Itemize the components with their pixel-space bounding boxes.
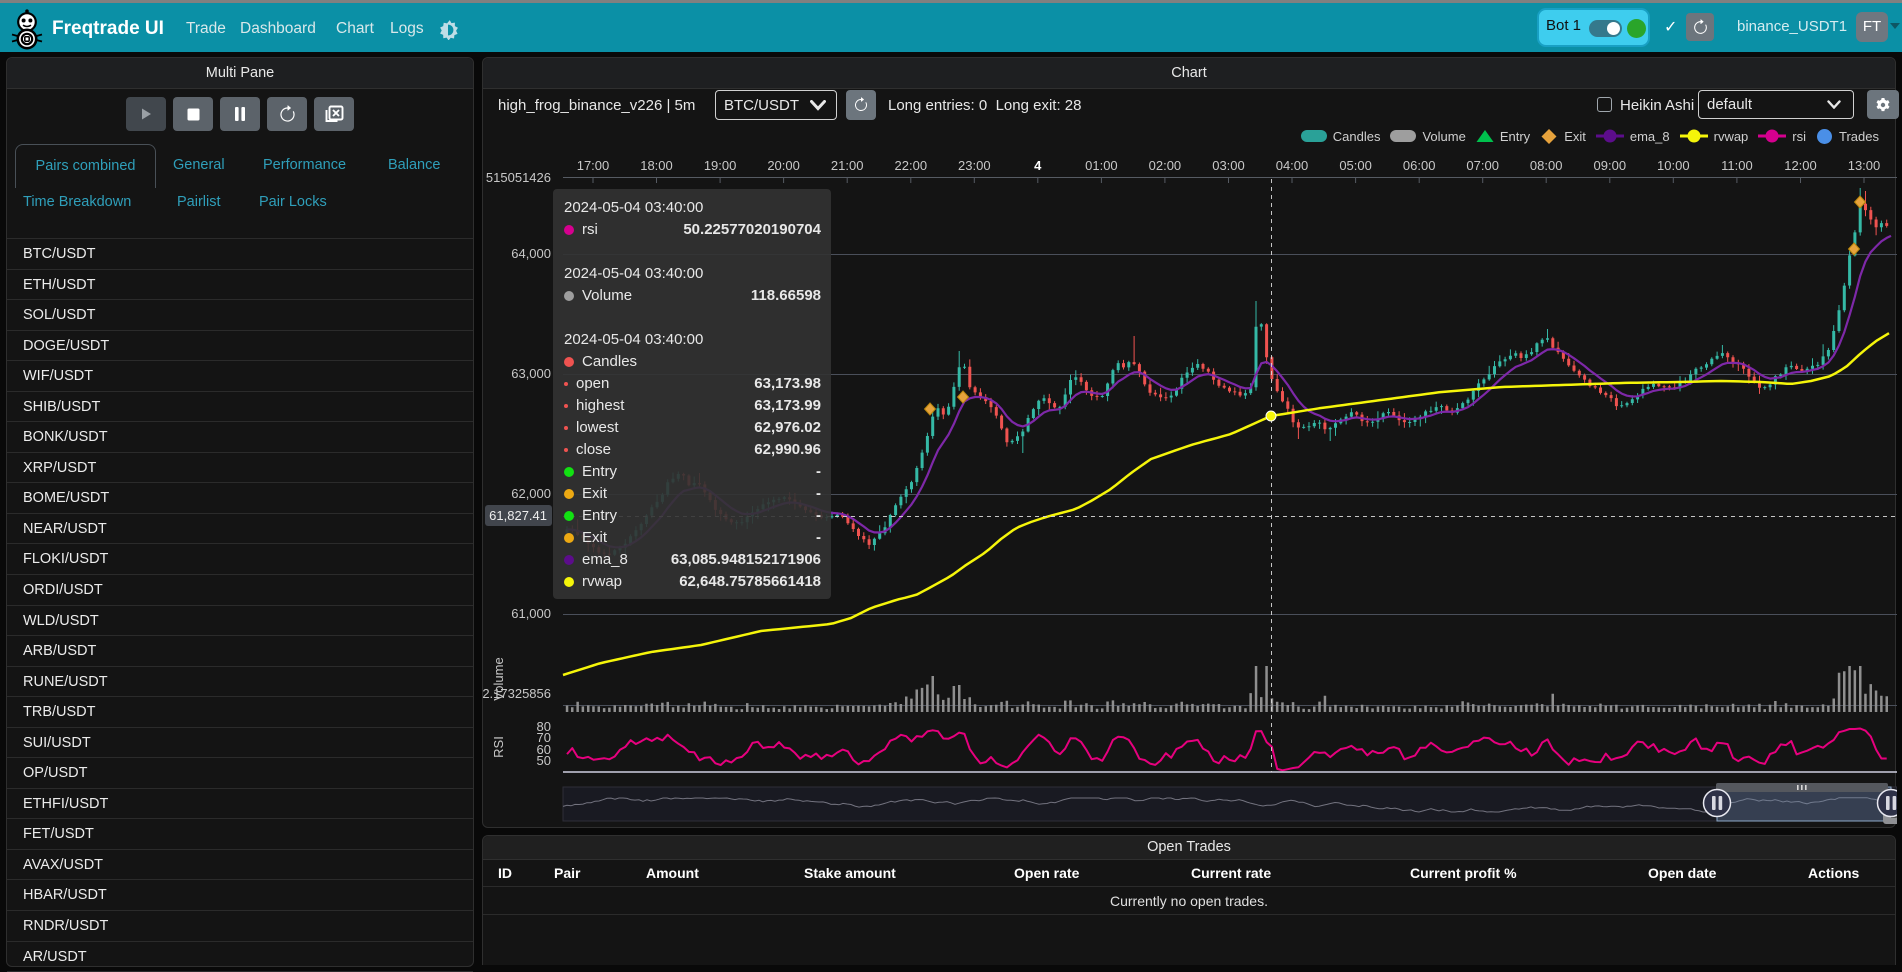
svg-text:2.17325856: 2.17325856 — [483, 686, 551, 701]
svg-text:05:00: 05:00 — [1339, 158, 1372, 173]
svg-text:06:00: 06:00 — [1403, 158, 1436, 173]
svg-text:RSI: RSI — [491, 736, 506, 758]
svg-text:21:00: 21:00 — [831, 158, 864, 173]
svg-text:11:00: 11:00 — [1721, 158, 1753, 173]
svg-text:63,000: 63,000 — [511, 366, 551, 381]
svg-text:20:00: 20:00 — [767, 158, 800, 173]
svg-text:01:00: 01:00 — [1085, 158, 1118, 173]
svg-text:62,000: 62,000 — [511, 486, 551, 501]
svg-text:70: 70 — [537, 730, 551, 745]
svg-text:4: 4 — [1034, 158, 1042, 173]
svg-text:61,827.41: 61,827.41 — [489, 508, 547, 523]
svg-text:02:00: 02:00 — [1149, 158, 1182, 173]
svg-text:08:00: 08:00 — [1530, 158, 1563, 173]
svg-text:Volume: Volume — [491, 657, 506, 700]
svg-text:61,000: 61,000 — [511, 606, 551, 621]
svg-text:50: 50 — [537, 753, 551, 768]
svg-text:23:00: 23:00 — [958, 158, 991, 173]
svg-text:04:00: 04:00 — [1276, 158, 1309, 173]
svg-text:10:00: 10:00 — [1657, 158, 1690, 173]
svg-text:80: 80 — [537, 719, 551, 734]
svg-text:03:00: 03:00 — [1212, 158, 1245, 173]
svg-text:60: 60 — [537, 742, 551, 757]
svg-text:64,000: 64,000 — [511, 246, 551, 261]
svg-text:515051426: 515051426 — [486, 170, 551, 185]
svg-text:19:00: 19:00 — [704, 158, 737, 173]
svg-text:18:00: 18:00 — [640, 158, 673, 173]
svg-text:22:00: 22:00 — [895, 158, 928, 173]
svg-text:09:00: 09:00 — [1594, 158, 1627, 173]
svg-text:13:00: 13:00 — [1848, 158, 1881, 173]
svg-text:12:00: 12:00 — [1784, 158, 1817, 173]
svg-text:07:00: 07:00 — [1466, 158, 1499, 173]
svg-text:17:00: 17:00 — [577, 158, 610, 173]
